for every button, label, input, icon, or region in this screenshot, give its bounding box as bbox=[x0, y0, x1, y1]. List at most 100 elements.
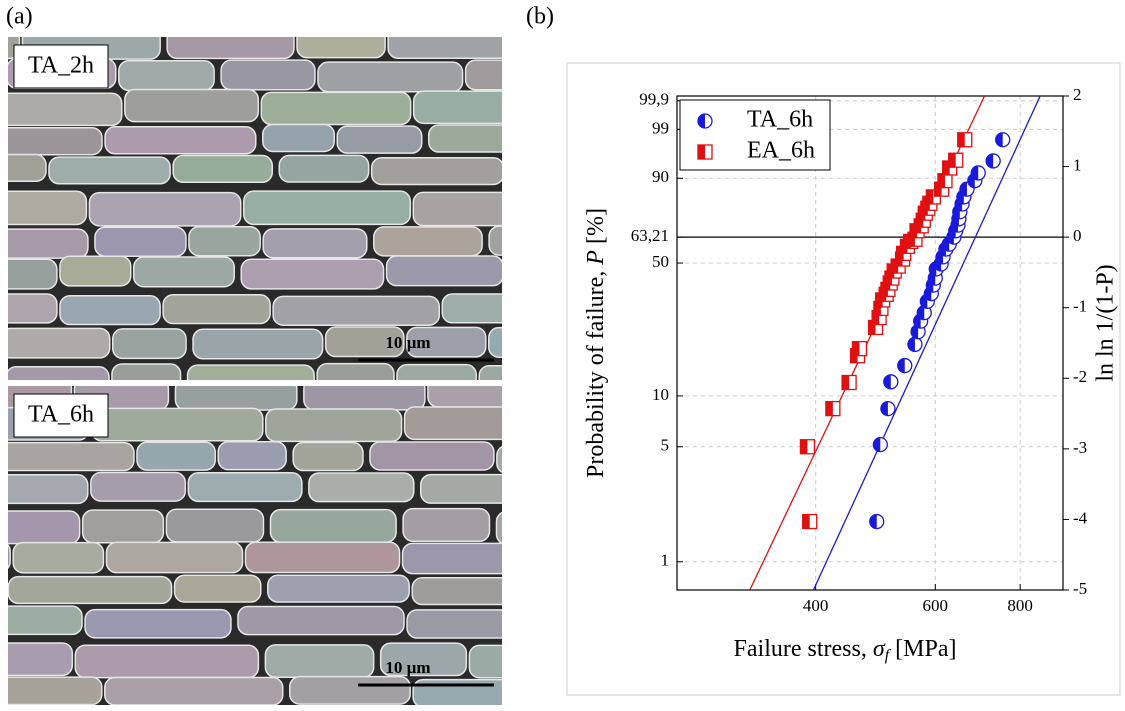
square-marker bbox=[957, 132, 973, 148]
grain bbox=[173, 574, 262, 603]
micrograph: TA_6h 10 µm bbox=[0, 386, 502, 705]
grain bbox=[260, 91, 412, 126]
legend-label: TA_6h bbox=[747, 107, 813, 133]
y2-tick-label: -3 bbox=[1073, 438, 1087, 457]
y-axis-label-part: P bbox=[583, 250, 609, 266]
grain bbox=[8, 366, 110, 380]
grain bbox=[264, 644, 375, 679]
marker-fill bbox=[872, 310, 880, 325]
grain bbox=[303, 386, 426, 411]
grain bbox=[412, 191, 502, 227]
marker-fill bbox=[959, 182, 967, 197]
grain bbox=[111, 328, 187, 360]
grain bbox=[90, 471, 187, 502]
grain bbox=[385, 255, 502, 287]
grain bbox=[369, 441, 495, 471]
tag-box bbox=[13, 44, 109, 89]
grain bbox=[269, 508, 397, 544]
grain bbox=[402, 507, 491, 543]
circle-marker bbox=[985, 153, 1001, 169]
marker-fill bbox=[995, 132, 1003, 147]
marker-fill bbox=[873, 437, 881, 452]
marker-fill bbox=[698, 145, 705, 159]
grain bbox=[8, 327, 111, 359]
y2-tick-label: 0 bbox=[1073, 226, 1082, 245]
grain bbox=[59, 255, 132, 287]
y-tick-label: 50 bbox=[652, 252, 669, 271]
scale-bar bbox=[358, 358, 494, 362]
grain bbox=[8, 228, 89, 259]
x-axis-label: Failure stress, σf [MPa] bbox=[734, 636, 957, 664]
grain bbox=[403, 406, 502, 441]
grain bbox=[132, 256, 235, 288]
panel-label: (a) bbox=[6, 4, 33, 30]
square-marker bbox=[825, 400, 841, 417]
grain bbox=[336, 125, 423, 154]
y-tick-label: 99,9 bbox=[639, 90, 669, 109]
grain bbox=[464, 59, 502, 91]
y2-tick-label: -1 bbox=[1073, 297, 1087, 316]
circle-marker bbox=[883, 374, 899, 390]
y-tick-label: 63,21 bbox=[631, 226, 669, 245]
square-marker bbox=[948, 152, 964, 168]
marker-fill bbox=[934, 182, 942, 197]
y-tick-label: 1 bbox=[661, 551, 670, 570]
grain bbox=[396, 363, 477, 380]
grain bbox=[118, 60, 215, 92]
square-marker bbox=[802, 513, 818, 530]
grain bbox=[488, 225, 502, 256]
y2-tick-label: 2 bbox=[1073, 85, 1082, 104]
marker-fill bbox=[910, 223, 918, 238]
grain bbox=[217, 440, 287, 471]
chart: 400 600 800 99,9 99 90 63,21 50 10 5 1 -5 -4 -3 -2 -1 0 1… bbox=[583, 85, 1119, 664]
grain bbox=[317, 61, 464, 93]
grain bbox=[267, 574, 410, 603]
x-axis-label-part: Failure stress, bbox=[734, 636, 873, 662]
marker-fill bbox=[907, 232, 915, 247]
grain bbox=[0, 364, 3, 397]
grain bbox=[8, 258, 58, 290]
square-marker bbox=[697, 144, 713, 160]
grain bbox=[324, 326, 405, 358]
circle-marker bbox=[880, 400, 896, 417]
marker-fill bbox=[948, 153, 956, 168]
circle-marker bbox=[897, 357, 913, 374]
scale-bar-label: 10 µm bbox=[385, 333, 430, 352]
square-marker bbox=[799, 439, 816, 455]
grain bbox=[373, 226, 483, 257]
grain bbox=[296, 37, 386, 59]
grain bbox=[427, 124, 502, 153]
y-tick-label: 90 bbox=[652, 167, 669, 186]
x-tick-label: 800 bbox=[1007, 596, 1033, 615]
grain bbox=[8, 441, 135, 472]
grain bbox=[240, 258, 385, 290]
marker-fill bbox=[891, 259, 899, 274]
grain bbox=[186, 364, 315, 380]
square-marker bbox=[841, 374, 857, 391]
marker-fill bbox=[917, 305, 925, 320]
circle-marker bbox=[872, 436, 888, 453]
grain bbox=[187, 472, 303, 503]
grain bbox=[8, 153, 47, 182]
grain bbox=[488, 326, 502, 358]
grain bbox=[292, 441, 364, 472]
grain bbox=[308, 472, 415, 503]
grain bbox=[243, 190, 412, 226]
micrograph-tag: TA_2h bbox=[28, 53, 94, 79]
y2-tick-label: -4 bbox=[1073, 508, 1088, 527]
grain bbox=[8, 543, 11, 569]
y2-tick-label: -5 bbox=[1073, 579, 1087, 598]
grain bbox=[0, 578, 5, 605]
grain bbox=[94, 226, 187, 258]
y2-axis-label: ln ln 1/(1-P) bbox=[1093, 264, 1119, 381]
marker-fill bbox=[873, 301, 881, 316]
grain bbox=[401, 542, 502, 575]
tag-box bbox=[13, 393, 109, 438]
grain bbox=[265, 408, 403, 443]
scale-bar bbox=[358, 683, 494, 687]
grain bbox=[166, 37, 295, 60]
marker-fill bbox=[880, 401, 888, 416]
y-axis-label: Probability of failure, P [%] bbox=[583, 208, 609, 478]
marker-fill bbox=[911, 324, 919, 339]
